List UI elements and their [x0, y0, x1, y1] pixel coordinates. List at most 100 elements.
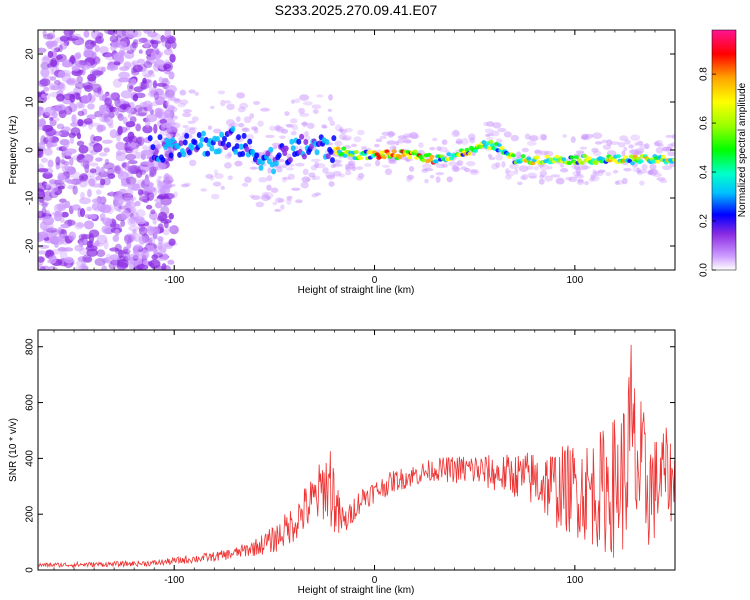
spectrogram-noise-blob	[74, 82, 85, 90]
spectrogram-ridge-blob	[630, 161, 636, 166]
spectrogram-noise-blob	[150, 32, 162, 41]
spectrogram-halo-blob	[174, 133, 181, 137]
spectrogram-noise-blob	[38, 140, 46, 150]
spectrogram-noise-blob	[118, 188, 128, 194]
spectrogram-noise-blob	[38, 168, 49, 173]
spectrogram-halo-blob	[156, 100, 165, 106]
spectrogram-noise-blob	[139, 80, 150, 90]
spectrogram-halo-blob	[665, 146, 673, 152]
spectrogram-ridge-blob	[221, 136, 227, 143]
snr-y-tick-label: 800	[25, 338, 36, 355]
spectrogram-halo-blob	[504, 168, 510, 174]
spectrogram-halo-blob	[286, 198, 292, 205]
spectrogram-noise-blob	[103, 227, 113, 234]
spectrogram-noise-blob	[117, 113, 124, 121]
spectrogram-halo-blob	[562, 134, 567, 138]
spectrogram-noise-blob	[167, 225, 176, 232]
spectrogram-halo-blob	[249, 166, 258, 170]
spectrogram-ridge-blob	[672, 158, 675, 163]
spectrogram-ridge-blob	[534, 155, 540, 160]
spectrogram-noise-blob	[160, 35, 166, 43]
spectrogram-noise-blob	[38, 256, 45, 263]
spectrogram-halo-blob	[624, 139, 631, 145]
spectrogram-halo-blob	[538, 178, 545, 185]
spectrogram-ridge-blob	[238, 143, 244, 150]
spectrogram-noise-blob	[168, 71, 175, 80]
spectrogram-halo-blob	[452, 129, 460, 137]
spectrogram-noise-blob	[132, 250, 140, 260]
spectrogram-noise-blob	[81, 94, 91, 104]
spectrogram-halo-blob	[274, 125, 283, 132]
spectrogram-noise-blob	[39, 197, 45, 204]
spectrogram-halo-blob	[560, 168, 569, 173]
spectrogram-noise-blob	[43, 226, 54, 232]
spectrogram-halo-blob	[226, 103, 235, 111]
spectrogram-noise-blob	[149, 166, 157, 175]
spectrogram-halo-blob	[574, 174, 584, 179]
spectrogram-halo-blob	[329, 120, 336, 127]
spectrogram-halo-blob	[224, 162, 232, 169]
spectrogram-noise-blob	[93, 242, 104, 247]
spectrogram-noise-blob	[131, 183, 141, 191]
spectrogram-halo-blob	[409, 132, 419, 139]
spectrogram-noise-blob	[120, 178, 131, 186]
spectrogram-noise-blob	[133, 86, 144, 93]
spectrogram-halo-blob	[220, 99, 226, 107]
spectrogram-halo-blob	[165, 100, 170, 107]
spectrogram-noise-blob	[107, 167, 115, 176]
spectrogram-noise-blob	[59, 216, 65, 223]
spectrogram-halo-blob	[505, 174, 512, 180]
spectrogram-halo-blob	[260, 194, 271, 202]
spectrogram-halo-blob	[594, 141, 603, 145]
spectrogram-halo-blob	[168, 126, 179, 133]
spectrogram-halo-blob	[519, 175, 527, 180]
spectrogram-noise-blob	[40, 67, 50, 78]
spectrogram-ridge-blob	[170, 137, 176, 144]
spectrogram-y-tick-label: 10	[25, 96, 36, 108]
spectrogram-noise-blob	[151, 101, 159, 107]
spectrogram-noise-blob	[75, 101, 84, 109]
spectrogram-halo-blob	[321, 124, 327, 129]
spectrogram-halo-blob	[360, 145, 368, 150]
spectrogram-halo-blob	[486, 121, 495, 127]
spectrogram-halo-blob	[326, 174, 336, 180]
spectrogram-ridge-blob	[269, 161, 275, 168]
spectrogram-halo-blob	[229, 122, 239, 128]
spectrogram-ridge-blob	[429, 154, 435, 159]
spectrogram-noise-blob	[79, 263, 89, 270]
spectrogram-halo-blob	[180, 183, 190, 188]
spectrogram-halo-blob	[547, 166, 553, 170]
spectrogram-ridge-blob	[335, 146, 341, 151]
spectrogram-halo-blob	[529, 175, 538, 179]
spectrogram-noise-blob	[84, 84, 93, 92]
spectrogram-halo-blob	[622, 177, 628, 185]
spectrogram-halo-blob	[609, 141, 620, 146]
spectrogram-noise-blob	[74, 53, 82, 60]
spectrogram-halo-blob	[266, 175, 273, 182]
spectrogram-ridge-blob	[660, 154, 666, 159]
spectrogram-noise-blob	[152, 47, 160, 55]
snr-y-label: SNR (10 * v/v)	[8, 418, 19, 482]
spectrogram-ridge-blob	[268, 146, 274, 153]
spectrogram-ridge-blob	[276, 152, 282, 159]
spectrogram-noise-blob	[53, 79, 61, 86]
spectrogram-halo-blob	[487, 133, 494, 137]
spectrogram-halo-blob	[200, 188, 207, 192]
spectrogram-halo-blob	[258, 176, 268, 183]
spectrogram-ridge-blob	[230, 126, 236, 133]
spectrogram-ridge-blob	[428, 158, 434, 163]
spectrogram-halo-blob	[590, 173, 597, 180]
spectrogram-noise-blob	[39, 118, 46, 127]
spectrogram-halo-blob	[213, 169, 219, 176]
spectrogram-noise-blob	[139, 101, 148, 108]
spectrogram-noise-blob	[99, 95, 105, 101]
spectrogram-halo-blob	[225, 119, 235, 126]
spectrogram-ridge-blob	[433, 159, 439, 164]
spectrogram-halo-blob	[560, 164, 565, 168]
spectrogram-ridge-blob	[566, 161, 572, 166]
spectrogram-noise-blob	[140, 249, 150, 259]
spectrogram-noise-blob	[147, 104, 153, 112]
spectrogram-halo-blob	[207, 125, 213, 130]
spectrogram-noise-blob	[133, 39, 139, 45]
spectrogram-noise-blob	[130, 78, 137, 86]
